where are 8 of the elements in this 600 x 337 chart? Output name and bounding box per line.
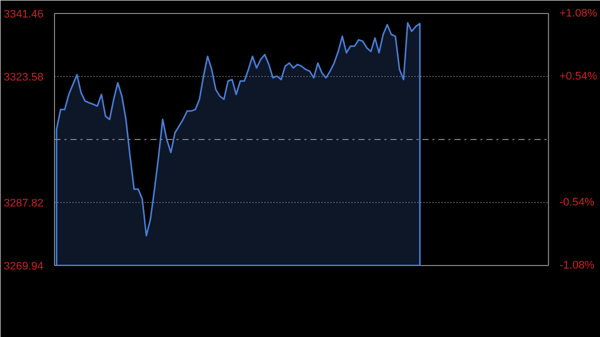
- y2-tick-label: +1.08%: [560, 8, 598, 20]
- y-tick-label: 3269.94: [4, 260, 44, 272]
- y-tick-label: 3341.46: [4, 8, 44, 20]
- y-tick-label: 3287.82: [4, 198, 44, 210]
- y2-tick-label: +0.54%: [560, 70, 598, 82]
- y2-tick-label: -1.08%: [560, 260, 595, 272]
- y-tick-label: 3323.58: [4, 72, 44, 84]
- y2-tick-label: -0.54%: [560, 196, 595, 208]
